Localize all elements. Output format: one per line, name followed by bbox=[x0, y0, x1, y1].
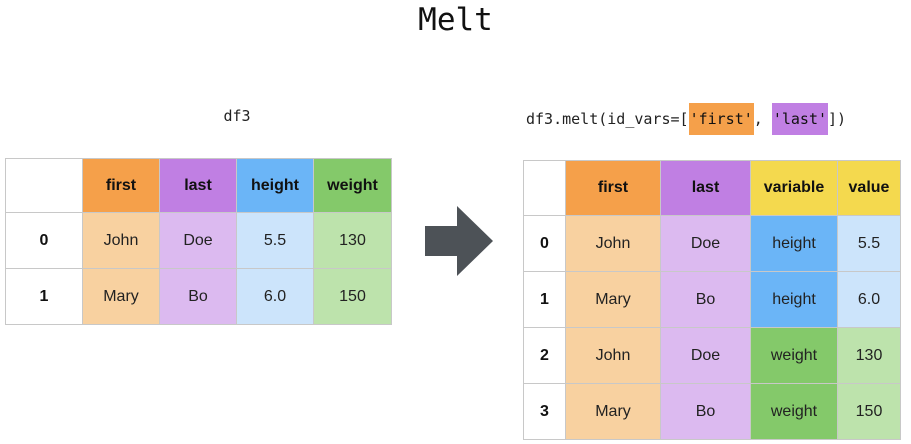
cell-first: Mary bbox=[565, 383, 661, 440]
cell-weight: 150 bbox=[313, 268, 392, 325]
right-arrow-icon bbox=[425, 206, 493, 276]
column-header-first: first bbox=[565, 160, 661, 216]
cell-first: Mary bbox=[82, 268, 160, 325]
melt-call-label: df3.melt(id_vars=['first', 'last']) bbox=[526, 103, 846, 135]
index-corner-cell bbox=[523, 160, 566, 216]
column-header-height: height bbox=[236, 158, 314, 213]
cell-weight: 130 bbox=[313, 212, 392, 269]
row-index: 0 bbox=[523, 215, 566, 272]
cell-variable: weight bbox=[750, 383, 838, 440]
column-header-variable: variable bbox=[750, 160, 838, 216]
cell-last: Bo bbox=[660, 271, 751, 328]
cell-last: Doe bbox=[159, 212, 237, 269]
row-index: 0 bbox=[5, 212, 83, 269]
row-index: 3 bbox=[523, 383, 566, 440]
index-corner-cell bbox=[5, 158, 83, 213]
column-header-weight: weight bbox=[313, 158, 392, 213]
df3-table: first last height weight 0 John Doe 5.5 … bbox=[5, 158, 392, 325]
page-title: Melt bbox=[418, 2, 493, 38]
cell-value: 130 bbox=[837, 327, 901, 384]
column-header-value: value bbox=[837, 160, 901, 216]
cell-variable: height bbox=[750, 271, 838, 328]
cell-variable: weight bbox=[750, 327, 838, 384]
melt-call-separator: , bbox=[753, 110, 772, 128]
melt-call-prefix: df3.melt(id_vars=[ bbox=[526, 110, 689, 128]
row-index: 1 bbox=[5, 268, 83, 325]
cell-last: Doe bbox=[660, 215, 751, 272]
cell-first: Mary bbox=[565, 271, 661, 328]
column-header-last: last bbox=[660, 160, 751, 216]
cell-value: 5.5 bbox=[837, 215, 901, 272]
column-header-first: first bbox=[82, 158, 160, 213]
cell-last: Bo bbox=[660, 383, 751, 440]
table-header-row: first last variable value bbox=[523, 160, 901, 216]
table-row: 2 John Doe weight 130 bbox=[523, 327, 901, 384]
cell-variable: height bbox=[750, 215, 838, 272]
cell-first: John bbox=[82, 212, 160, 269]
row-index: 1 bbox=[523, 271, 566, 328]
column-header-last: last bbox=[159, 158, 237, 213]
melt-id-var-last: 'last' bbox=[771, 103, 829, 135]
table-row: 0 John Doe 5.5 130 bbox=[5, 212, 392, 269]
cell-height: 5.5 bbox=[236, 212, 314, 269]
melt-id-var-first: 'first' bbox=[688, 103, 754, 135]
df3-label: df3 bbox=[223, 107, 251, 125]
table-row: 1 Mary Bo height 6.0 bbox=[523, 271, 901, 328]
melt-call-suffix: ]) bbox=[828, 110, 847, 128]
cell-value: 6.0 bbox=[837, 271, 901, 328]
table-header-row: first last height weight bbox=[5, 158, 392, 213]
cell-height: 6.0 bbox=[236, 268, 314, 325]
table-row: 0 John Doe height 5.5 bbox=[523, 215, 901, 272]
melted-table: first last variable value 0 John Doe hei… bbox=[523, 160, 901, 440]
cell-last: Doe bbox=[660, 327, 751, 384]
cell-first: John bbox=[565, 215, 661, 272]
table-row: 1 Mary Bo 6.0 150 bbox=[5, 268, 392, 325]
cell-first: John bbox=[565, 327, 661, 384]
cell-value: 150 bbox=[837, 383, 901, 440]
table-row: 3 Mary Bo weight 150 bbox=[523, 383, 901, 440]
cell-last: Bo bbox=[159, 268, 237, 325]
row-index: 2 bbox=[523, 327, 566, 384]
